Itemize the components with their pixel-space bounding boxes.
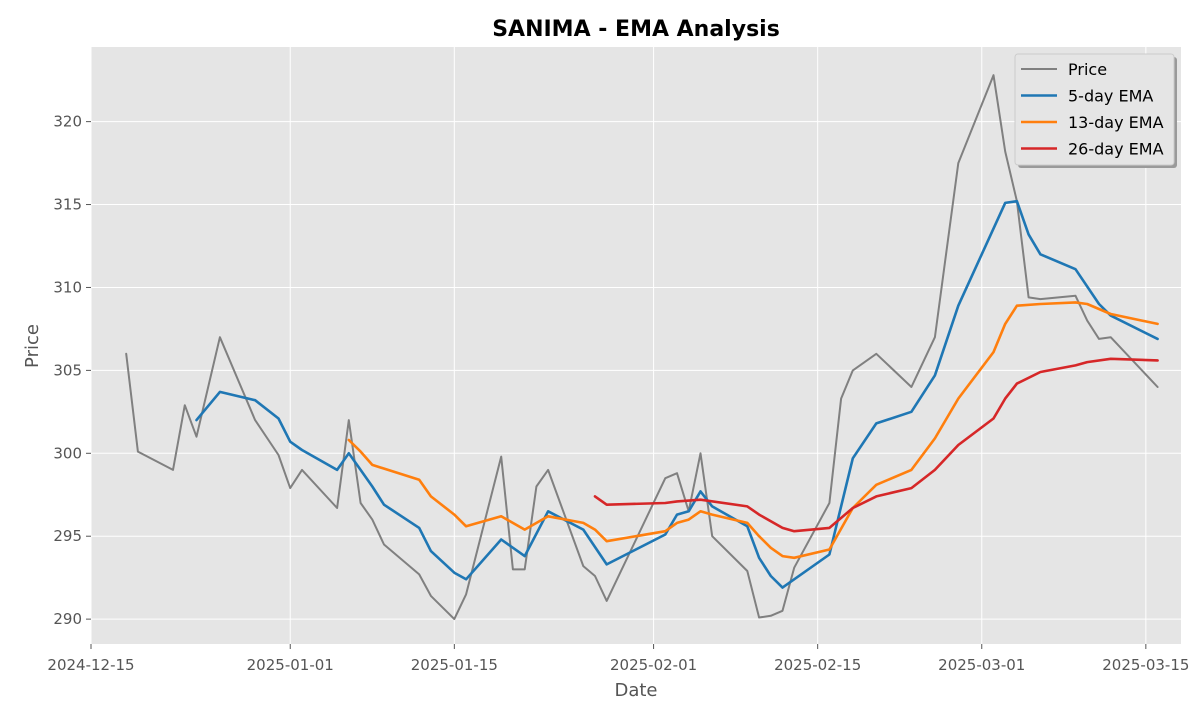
legend-label: 13-day EMA — [1068, 113, 1164, 132]
legend-label: Price — [1068, 60, 1107, 79]
series-line-26-day-ema — [593, 357, 1159, 533]
x-tick-label: 2024-12-15 — [47, 656, 134, 674]
y-tick-label: 290 — [53, 610, 82, 628]
x-tick-label: 2025-01-15 — [411, 656, 498, 674]
x-tick-label: 2025-01-01 — [247, 656, 334, 674]
chart-title: SANIMA - EMA Analysis — [492, 17, 780, 42]
y-tick-label: 295 — [53, 527, 82, 545]
x-tick-label: 2025-03-01 — [938, 656, 1025, 674]
y-tick-label: 300 — [53, 444, 82, 462]
legend-label: 26-day EMA — [1068, 140, 1164, 159]
x-tick-label: 2025-03-15 — [1102, 656, 1189, 674]
legend-box — [1014, 53, 1175, 166]
x-axis-label: Date — [614, 680, 657, 701]
x-tick-label: 2025-02-01 — [610, 656, 697, 674]
series-line-price — [125, 74, 1159, 621]
y-tick-label: 305 — [53, 361, 82, 379]
series-line-13-day-ema — [347, 301, 1159, 560]
y-tick-label: 315 — [53, 196, 82, 214]
plot-area — [91, 47, 1181, 644]
legend-label: 5-day EMA — [1068, 87, 1153, 106]
y-tick-label: 310 — [53, 278, 82, 296]
series-line-5-day-ema — [195, 199, 1159, 589]
axis-ticks: 290 295 300 305 310 315 320 2024-12-15 2025-01-0… — [47, 113, 1189, 674]
series-lines — [125, 74, 1159, 621]
x-tick-label: 2025-02-15 — [774, 656, 861, 674]
y-axis-label: Price — [22, 324, 43, 368]
legend: Price 5-day EMA 13-day EMA 26-day EMA — [1014, 53, 1177, 168]
y-tick-label: 320 — [53, 113, 82, 131]
